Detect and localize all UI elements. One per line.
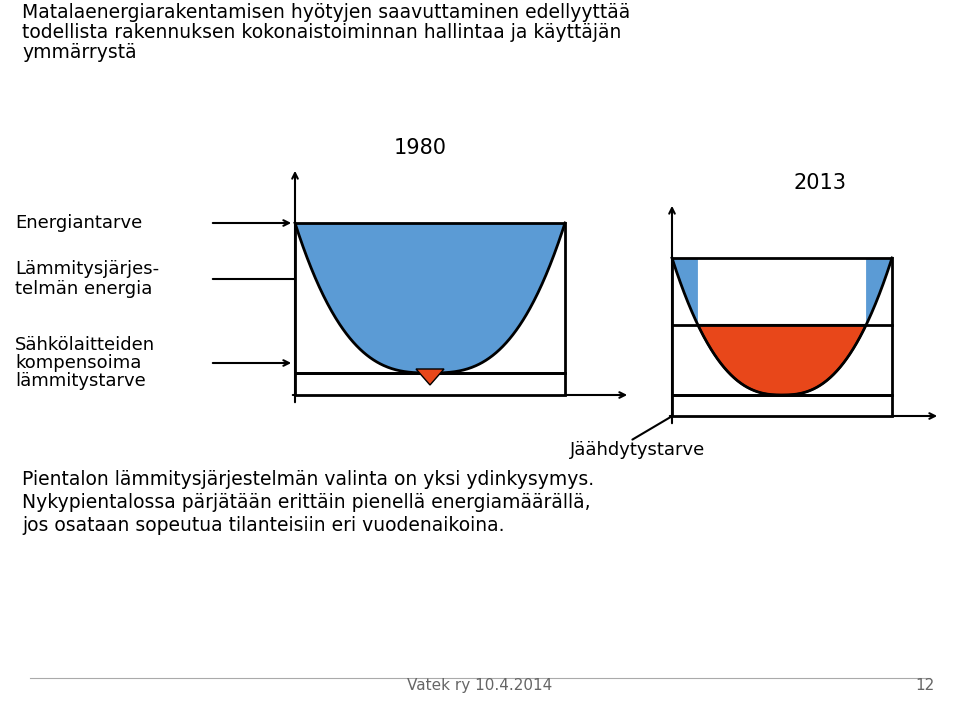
- Text: 1980: 1980: [394, 138, 446, 158]
- Text: Nykypientalossa pärjätään erittäin pienellä energiamäärällä,: Nykypientalossa pärjätään erittäin piene…: [22, 493, 590, 512]
- Text: lämmitystarve: lämmitystarve: [15, 372, 146, 390]
- Text: Jäähdytystarve: Jäähdytystarve: [570, 441, 706, 459]
- Text: Pientalon lämmitysjärjestelmän valinta on yksi ydinkysymys.: Pientalon lämmitysjärjestelmän valinta o…: [22, 470, 594, 489]
- Bar: [672, 258, 892, 395]
- Polygon shape: [416, 369, 444, 385]
- Bar: [295, 373, 565, 395]
- Text: Energiantarve: Energiantarve: [15, 214, 142, 232]
- Text: Sähkölaitteiden: Sähkölaitteiden: [15, 336, 156, 354]
- Polygon shape: [672, 258, 698, 325]
- Bar: [672, 325, 892, 395]
- Polygon shape: [430, 223, 565, 373]
- Bar: [295, 223, 565, 373]
- Text: kompensoima: kompensoima: [15, 354, 141, 372]
- Polygon shape: [295, 223, 430, 373]
- Text: ymmärrystä: ymmärrystä: [22, 43, 136, 62]
- Bar: [672, 395, 892, 416]
- Text: todellista rakennuksen kokonaistoiminnan hallintaa ja käyttäjän: todellista rakennuksen kokonaistoiminnan…: [22, 23, 621, 42]
- Text: jos osataan sopeutua tilanteisiin eri vuodenaikoina.: jos osataan sopeutua tilanteisiin eri vu…: [22, 516, 505, 535]
- Text: 12: 12: [916, 678, 935, 693]
- Text: 2013: 2013: [794, 173, 847, 193]
- Polygon shape: [698, 325, 866, 395]
- Text: Lämmitysjärjes-: Lämmitysjärjes-: [15, 260, 159, 278]
- Text: telmän energia: telmän energia: [15, 280, 153, 298]
- Text: Matalaenergiarakentamisen hyötyjen saavuttaminen edellyyttää: Matalaenergiarakentamisen hyötyjen saavu…: [22, 3, 631, 22]
- Text: Vatek ry 10.4.2014: Vatek ry 10.4.2014: [407, 678, 553, 693]
- Polygon shape: [866, 258, 892, 325]
- Polygon shape: [295, 223, 565, 373]
